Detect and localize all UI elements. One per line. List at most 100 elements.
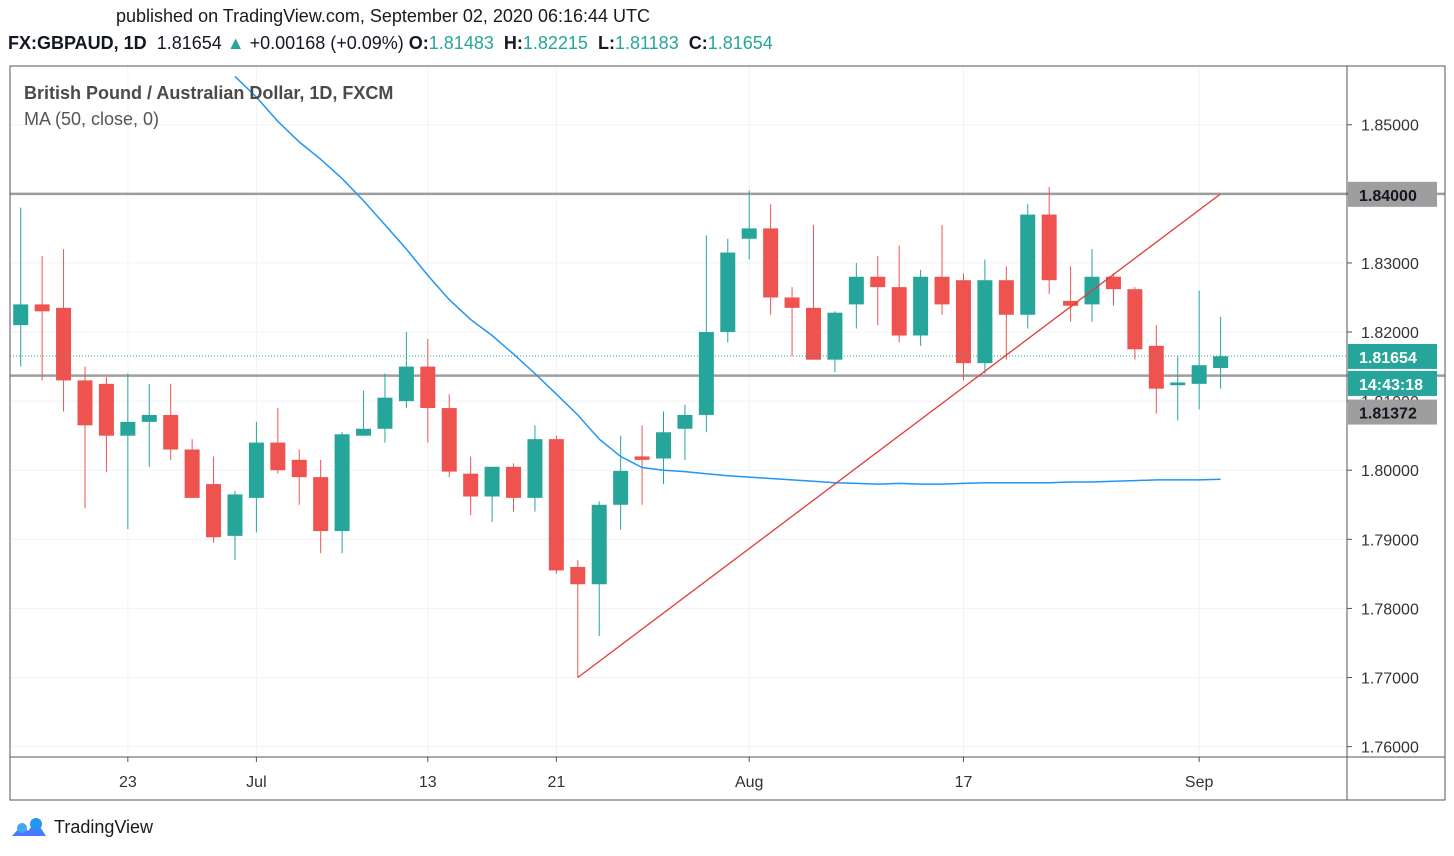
footer-brand-text: TradingView <box>54 816 154 837</box>
price-tick-label: 1.76000 <box>1361 740 1419 757</box>
price-tick-label: 1.83000 <box>1361 256 1419 273</box>
time-tick-label: 21 <box>547 774 565 791</box>
candle-body <box>141 414 157 422</box>
trend-line[interactable] <box>577 193 1221 679</box>
open-value: 1.81483 <box>428 33 494 53</box>
chart-frame <box>9 65 1446 801</box>
candle <box>356 390 372 436</box>
candle-body <box>1213 356 1229 368</box>
price-axis[interactable]: 1.850001.840001.830001.820001.810001.800… <box>1347 118 1419 757</box>
symbol-label[interactable]: FX:GBPAUD, 1D <box>8 33 147 53</box>
candle <box>720 238 736 343</box>
time-tick-label: 23 <box>119 774 137 791</box>
price-tick-label: 1.85000 <box>1361 118 1419 135</box>
candle-body <box>870 276 886 288</box>
price-axis-badges: 1.84000 1.81372 1.81654 14:43:18 <box>1348 181 1437 425</box>
candle-body <box>891 287 907 336</box>
candle-body <box>677 414 693 429</box>
open-label: O: <box>408 33 429 53</box>
low-value: 1.81183 <box>614 33 679 53</box>
up-arrow-icon: ▲ <box>226 33 245 53</box>
last-price-badge: 1.81654 <box>1359 350 1417 367</box>
level-badge-upper-bg <box>1348 181 1437 207</box>
candle <box>334 432 350 554</box>
candle-body <box>934 276 950 305</box>
candle <box>570 560 586 678</box>
countdown-badge-bg <box>1348 370 1437 396</box>
candle <box>1084 249 1100 322</box>
candle-body <box>698 332 714 415</box>
candle <box>805 224 821 360</box>
candle <box>1041 186 1057 295</box>
candle-body <box>270 442 286 471</box>
chart-legend: British Pound / Australian Dollar, 1D, F… <box>24 80 393 132</box>
candle <box>870 256 886 326</box>
candle-body <box>484 466 500 497</box>
ma-line <box>234 75 1221 485</box>
price-tick-label: 1.79000 <box>1361 532 1419 549</box>
candle <box>634 425 650 505</box>
candle-body <box>1041 214 1057 281</box>
time-tick-label: 13 <box>419 774 437 791</box>
candle <box>98 376 114 473</box>
candle-body <box>420 366 436 409</box>
price-tick-label: 1.80000 <box>1361 463 1419 480</box>
candle-body <box>377 397 393 429</box>
candle-body <box>506 466 522 498</box>
candle <box>934 224 950 315</box>
time-tick-label: Sep <box>1185 774 1214 791</box>
candle <box>891 245 907 343</box>
candle-body <box>184 449 200 498</box>
candle <box>313 459 329 554</box>
candle <box>763 204 779 315</box>
candle <box>848 262 864 329</box>
footer-brand[interactable]: TradingView <box>10 816 153 838</box>
candle <box>291 449 307 505</box>
candle <box>998 266 1014 360</box>
published-caption: published on TradingView.com, September … <box>116 6 651 26</box>
candle <box>484 466 500 523</box>
candle <box>506 463 522 512</box>
legend-indicator[interactable]: MA (50, close, 0) <box>24 109 160 129</box>
grid-lines <box>10 66 1347 757</box>
candle-body <box>163 414 179 450</box>
time-tick-label: Jul <box>246 774 266 791</box>
candle-body <box>1105 276 1121 290</box>
candle <box>206 456 222 543</box>
candle <box>677 404 693 460</box>
candle-body <box>1020 214 1036 315</box>
close-label: C: <box>688 33 708 53</box>
candle-body <box>784 297 800 308</box>
candle <box>977 259 993 374</box>
candle <box>441 394 457 478</box>
candle-body <box>977 280 993 364</box>
time-tick-label: Aug <box>735 774 763 791</box>
candle-body <box>527 439 543 498</box>
candle <box>913 269 929 346</box>
candle-body <box>441 408 457 472</box>
legend-title[interactable]: British Pound / Australian Dollar, 1D, F… <box>24 83 394 103</box>
candle <box>1191 290 1207 410</box>
candle <box>1105 273 1121 306</box>
candle-body <box>805 307 821 360</box>
level-badge-lower: 1.81372 <box>1359 406 1417 423</box>
time-axis[interactable]: 23 Jul 13 21 Aug 17 Sep <box>119 757 1214 791</box>
high-value: 1.82215 <box>522 33 588 53</box>
candle <box>1020 204 1036 329</box>
candle-body <box>913 276 929 336</box>
time-tick-label: 17 <box>955 774 973 791</box>
tradingview-cloud-icon <box>12 818 46 836</box>
last-price: 1.81654 <box>156 33 222 53</box>
candle <box>1213 316 1229 389</box>
candle <box>784 287 800 357</box>
candle <box>184 439 200 498</box>
candle-body <box>120 421 136 436</box>
candle <box>120 373 136 529</box>
candle-body <box>227 494 243 536</box>
candle-body <box>1148 345 1164 389</box>
candle-body <box>291 459 307 478</box>
candle-body <box>591 504 607 585</box>
countdown-badge: 14:43:18 <box>1359 377 1423 394</box>
candle <box>741 190 757 260</box>
